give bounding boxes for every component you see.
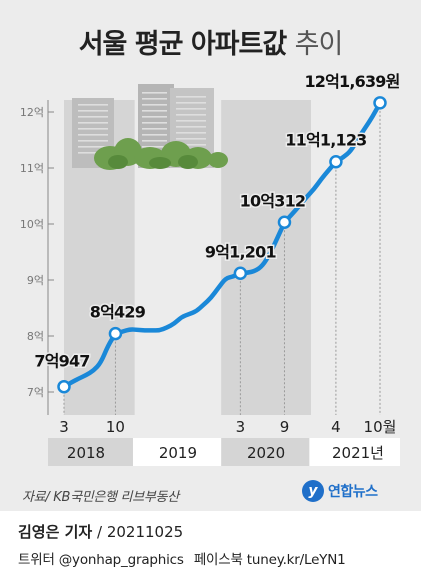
y-tick-label: 8억: [27, 330, 44, 343]
window-row: [176, 132, 206, 134]
social-credit: 트위터 @yonhap_graphics 페이스북 tuney.kr/LeYN1: [18, 548, 346, 568]
data-label: 10억312: [240, 191, 306, 210]
y-tick-label: 11억: [20, 162, 44, 175]
window-row: [176, 126, 206, 128]
data-label: 7억947: [34, 352, 89, 371]
y-tick-label: 10억: [20, 218, 44, 231]
y-tick-label: 9억: [27, 274, 44, 287]
window-row: [78, 110, 108, 112]
twitter-handle: 트위터 @yonhap_graphics: [18, 552, 184, 568]
window-row: [142, 140, 167, 142]
data-label: 12억1,639원: [304, 72, 399, 91]
publish-date: / 20211025: [97, 523, 184, 541]
data-label: 8억429: [90, 303, 146, 322]
window-row: [142, 122, 167, 124]
window-row: [78, 116, 108, 118]
window-row: [176, 96, 206, 98]
title-main: 서울 평균 아파트값: [78, 29, 288, 60]
window-row: [176, 114, 206, 116]
year-strip: [309, 438, 400, 466]
window-row: [142, 98, 167, 100]
author-credit: 김영은 기자 / 20211025: [18, 521, 183, 542]
x-tick-label: 4: [331, 418, 341, 436]
yonhap-logo-icon: y: [302, 480, 324, 502]
x-tick-label: 9: [280, 418, 290, 436]
window-row: [142, 134, 167, 136]
y-tick-label: 12억: [20, 106, 44, 119]
yonhap-brand: y 연합뉴스: [302, 478, 378, 504]
window-row: [78, 122, 108, 124]
data-point: [57, 379, 71, 394]
window-row: [78, 134, 108, 136]
window-row: [142, 128, 167, 130]
x-tick-label: 10월: [364, 418, 397, 436]
window-row: [176, 108, 206, 110]
data-point: [329, 154, 343, 169]
window-row: [78, 140, 108, 142]
year-label: 2020: [247, 444, 285, 462]
window-row: [142, 146, 167, 148]
chart-title: 서울 평균 아파트값 추이: [0, 22, 421, 61]
window-row: [78, 146, 108, 148]
source-note: 자료/ KB국민은행 리브부동산: [22, 490, 179, 505]
data-point: [108, 326, 123, 341]
y-tick-label: 7억: [27, 386, 44, 399]
window-row: [142, 116, 167, 118]
year-strip: [48, 438, 135, 466]
window-row: [142, 110, 167, 112]
data-point: [233, 266, 248, 281]
data-label: 9억1,201: [205, 242, 277, 261]
data-label: 11억1,123: [285, 131, 366, 150]
facebook-link: 페이스북 tuney.kr/LeYN1: [193, 552, 346, 568]
data-point: [373, 96, 387, 110]
year-label: 2019: [159, 444, 197, 462]
window-row: [176, 120, 206, 122]
window-row: [176, 144, 206, 146]
year-strip: [221, 438, 312, 466]
window-row: [176, 102, 206, 104]
window-row: [78, 104, 108, 106]
title-suffix: 추이: [294, 29, 344, 60]
year-label: 2021년: [332, 444, 384, 462]
x-tick-label: 10: [106, 418, 125, 436]
year-strip: [132, 438, 223, 466]
x-tick-label: 3: [59, 418, 69, 436]
window-row: [142, 104, 167, 106]
window-row: [176, 138, 206, 140]
data-point: [277, 215, 292, 230]
year-label: 2018: [67, 444, 105, 462]
x-tick-label: 3: [236, 418, 246, 436]
apartment-illustration: [72, 84, 228, 170]
window-row: [78, 128, 108, 130]
window-row: [142, 92, 167, 94]
line-chart: 7억 8억 9억 10억 11억 12억 7억947 8억429 9억1,201 10억312 1…: [20, 70, 402, 466]
window-row: [78, 152, 108, 154]
author-name: 김영은 기자: [18, 523, 93, 541]
brand-name: 연합뉴스: [328, 484, 378, 500]
